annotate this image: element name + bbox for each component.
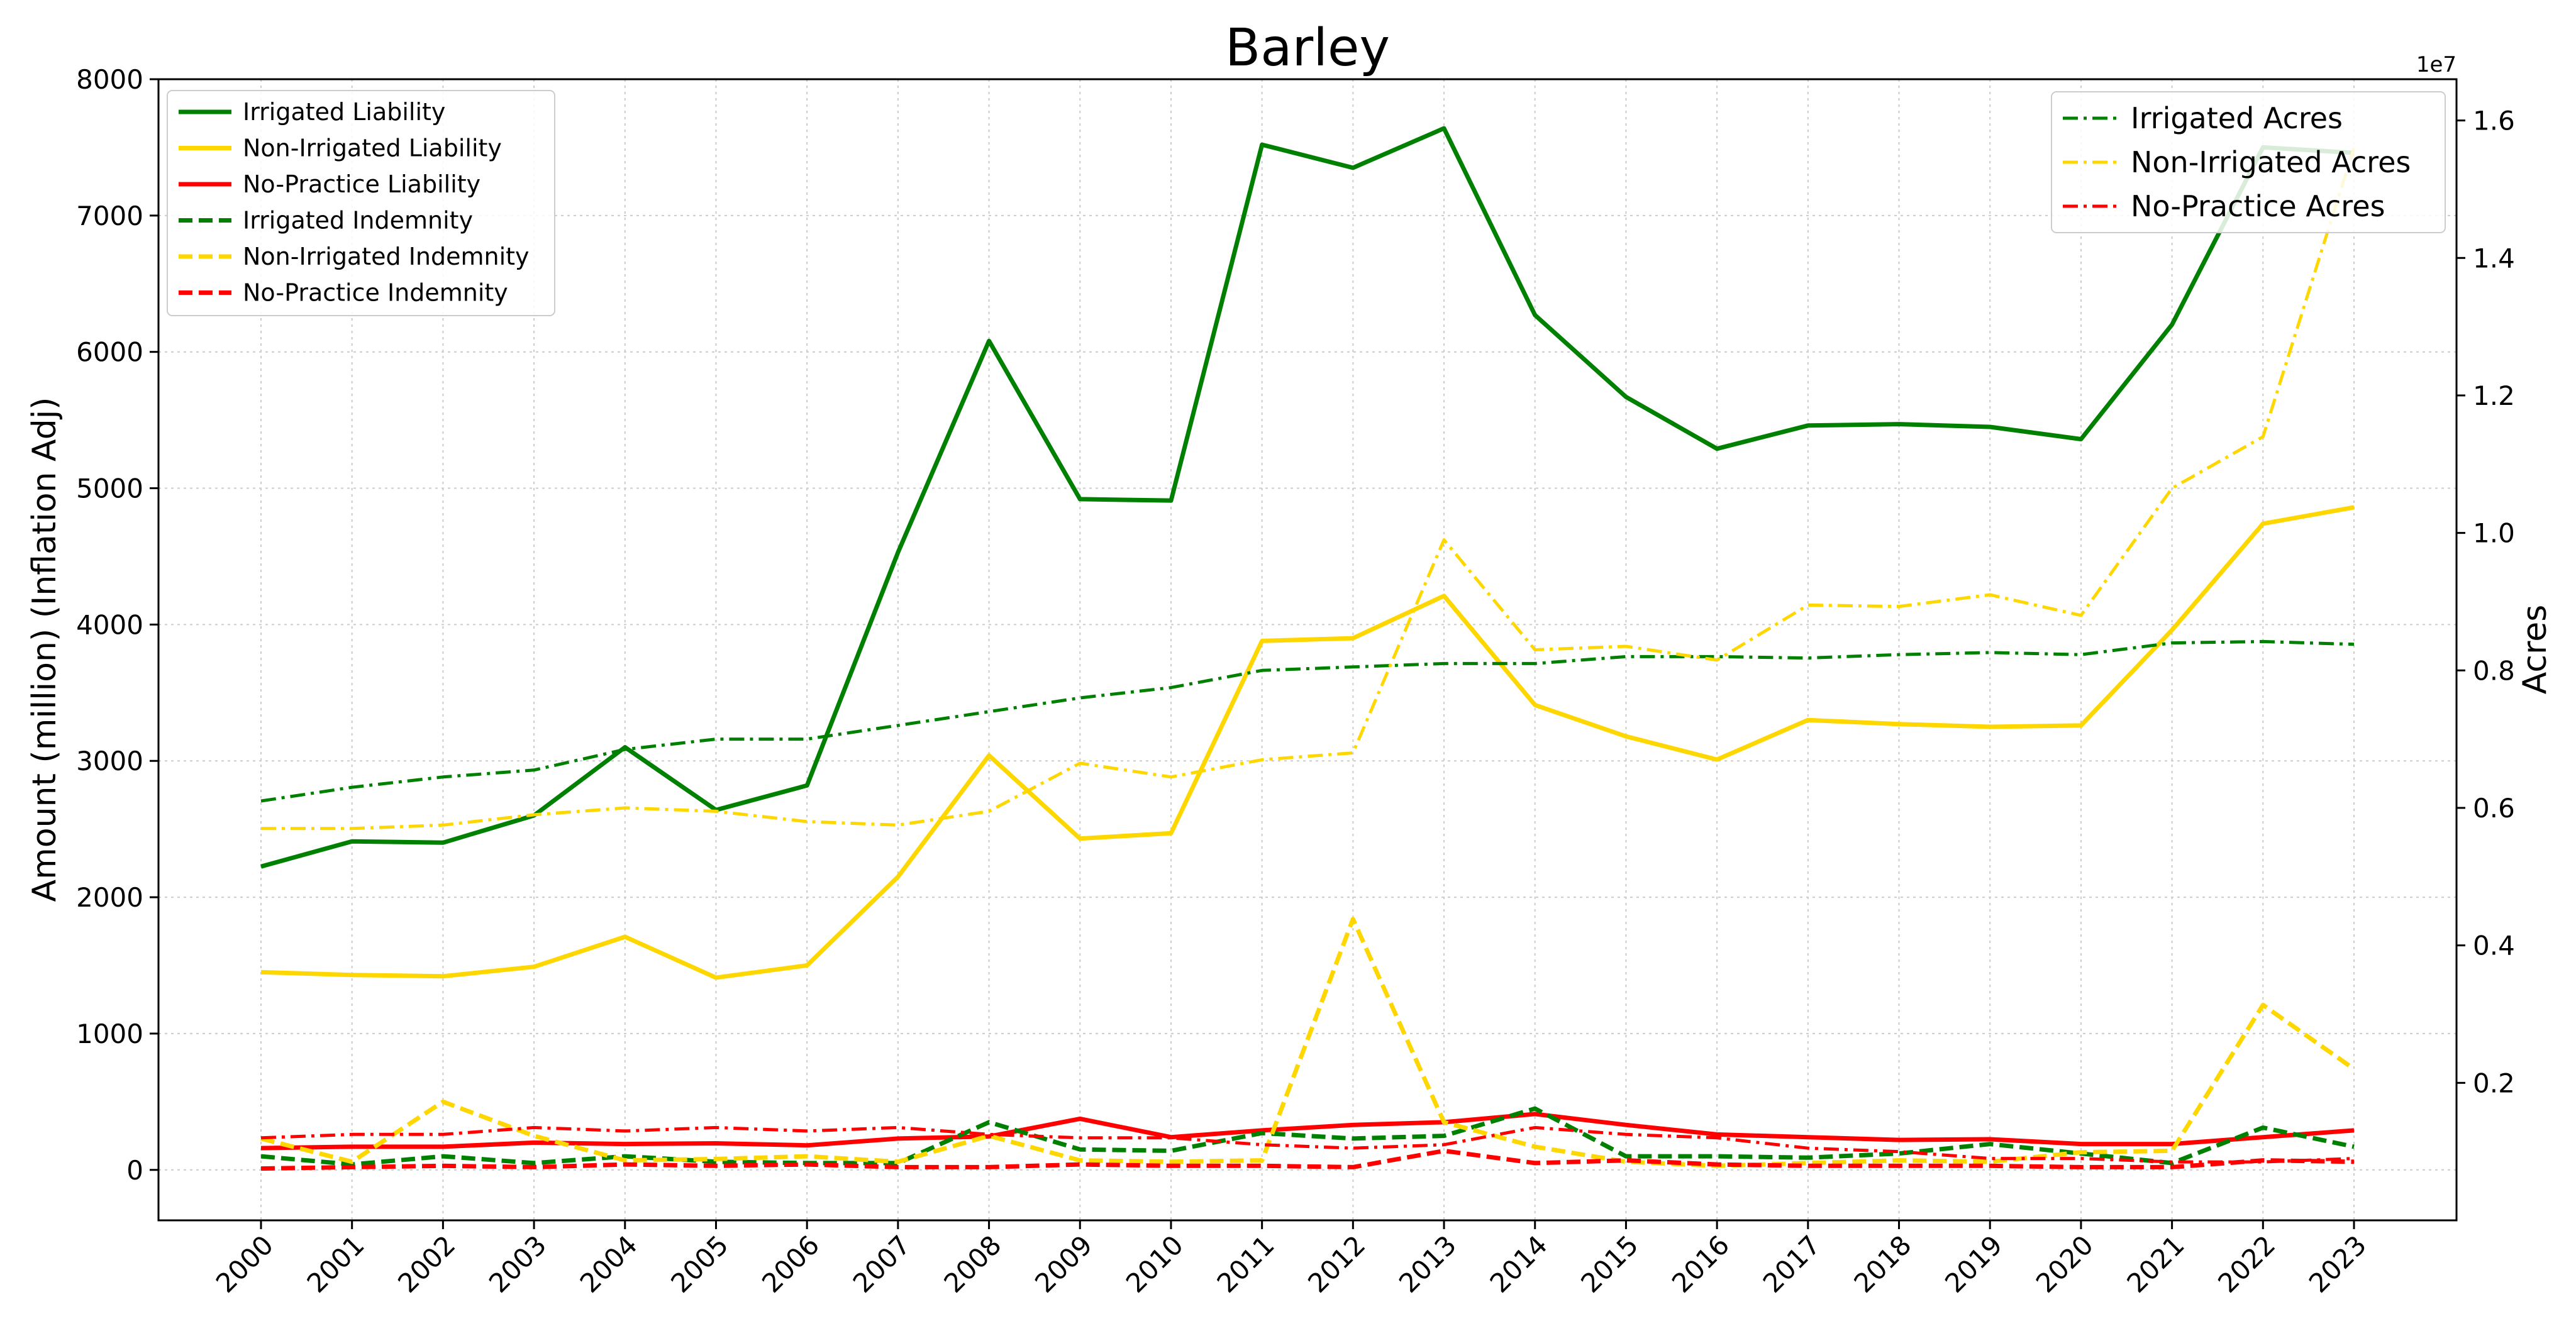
legend-entry-label: No-Practice Acres [2131, 189, 2385, 223]
legend-entry-label: No-Practice Liability [243, 170, 480, 198]
y-tick-label: 2000 [76, 882, 143, 913]
y2-axis-offset-label: 1e7 [2416, 52, 2457, 77]
y2-tick-label: 0.8 [2473, 655, 2515, 686]
y-axis-left: 0 1000 2000 3000 4000 5000 6000 7000 8000 [76, 64, 158, 1186]
series-line-irrigated-liability [260, 126, 2355, 869]
y-tick-label: 5000 [76, 473, 143, 504]
y-tick-label: 6000 [76, 337, 143, 368]
series-line-irrigated-indemnity [260, 1106, 2355, 1167]
legend-entry-label: Irrigated Liability [243, 98, 445, 126]
series-line-no-practice-indemnity [260, 1148, 2355, 1171]
legend-entry-label: No-Practice Indemnity [243, 279, 508, 307]
legend-box [2051, 91, 2446, 233]
legend-box [167, 90, 555, 316]
y2-tick-label: 0.4 [2473, 931, 2515, 961]
y2-axis-label: Acres [2516, 605, 2554, 695]
series-line-non-irrigated-indemnity [260, 917, 2356, 1168]
legend-entry-label: Irrigated Acres [2131, 101, 2343, 135]
chart-title: Barley [1225, 18, 1390, 78]
legend-entry-label: Irrigated Indemnity [243, 207, 473, 235]
y-axis-right: 0.2 0.4 0.6 0.8 1.0 1.2 1.4 1.6 [2457, 106, 2515, 1098]
y-tick-label: 7000 [76, 201, 143, 231]
series-line-no-practice-liability [260, 1112, 2355, 1151]
legend-entry-label: Non-Irrigated Indemnity [243, 243, 530, 270]
y2-tick-label: 1.0 [2473, 518, 2515, 549]
series-line-non-irrigated-liability [260, 505, 2355, 980]
series-line-non-irrigated-acres [261, 147, 2356, 831]
y2-tick-label: 1.6 [2473, 106, 2515, 136]
y-tick-label: 3000 [76, 746, 143, 776]
series-line-no-practice-acres [260, 1125, 2355, 1164]
legend-left: Irrigated Liability Non-Irrigated Liabili… [167, 90, 555, 316]
y-tick-label: 1000 [76, 1019, 143, 1049]
y-tick-label: 4000 [76, 609, 143, 640]
series-lines [260, 126, 2356, 1171]
y-tick-label: 0 [126, 1155, 143, 1186]
y-axis-label: Amount (million) (Inflation Adj) [26, 397, 64, 902]
legend-entry-label: Non-Irrigated Acres [2131, 145, 2411, 179]
y2-tick-label: 1.2 [2473, 380, 2515, 411]
y2-tick-label: 0.6 [2473, 793, 2515, 824]
legend-right: Irrigated Acres Non-Irrigated Acres No-Pra… [2051, 91, 2446, 233]
y2-tick-label: 0.2 [2473, 1068, 2515, 1098]
series-line-irrigated-acres [260, 639, 2355, 803]
y2-tick-label: 1.4 [2473, 243, 2515, 273]
plot-frame [157, 78, 2458, 1222]
y-tick-label: 8000 [76, 64, 143, 95]
legend-entry-label: Non-Irrigated Liability [243, 135, 502, 162]
